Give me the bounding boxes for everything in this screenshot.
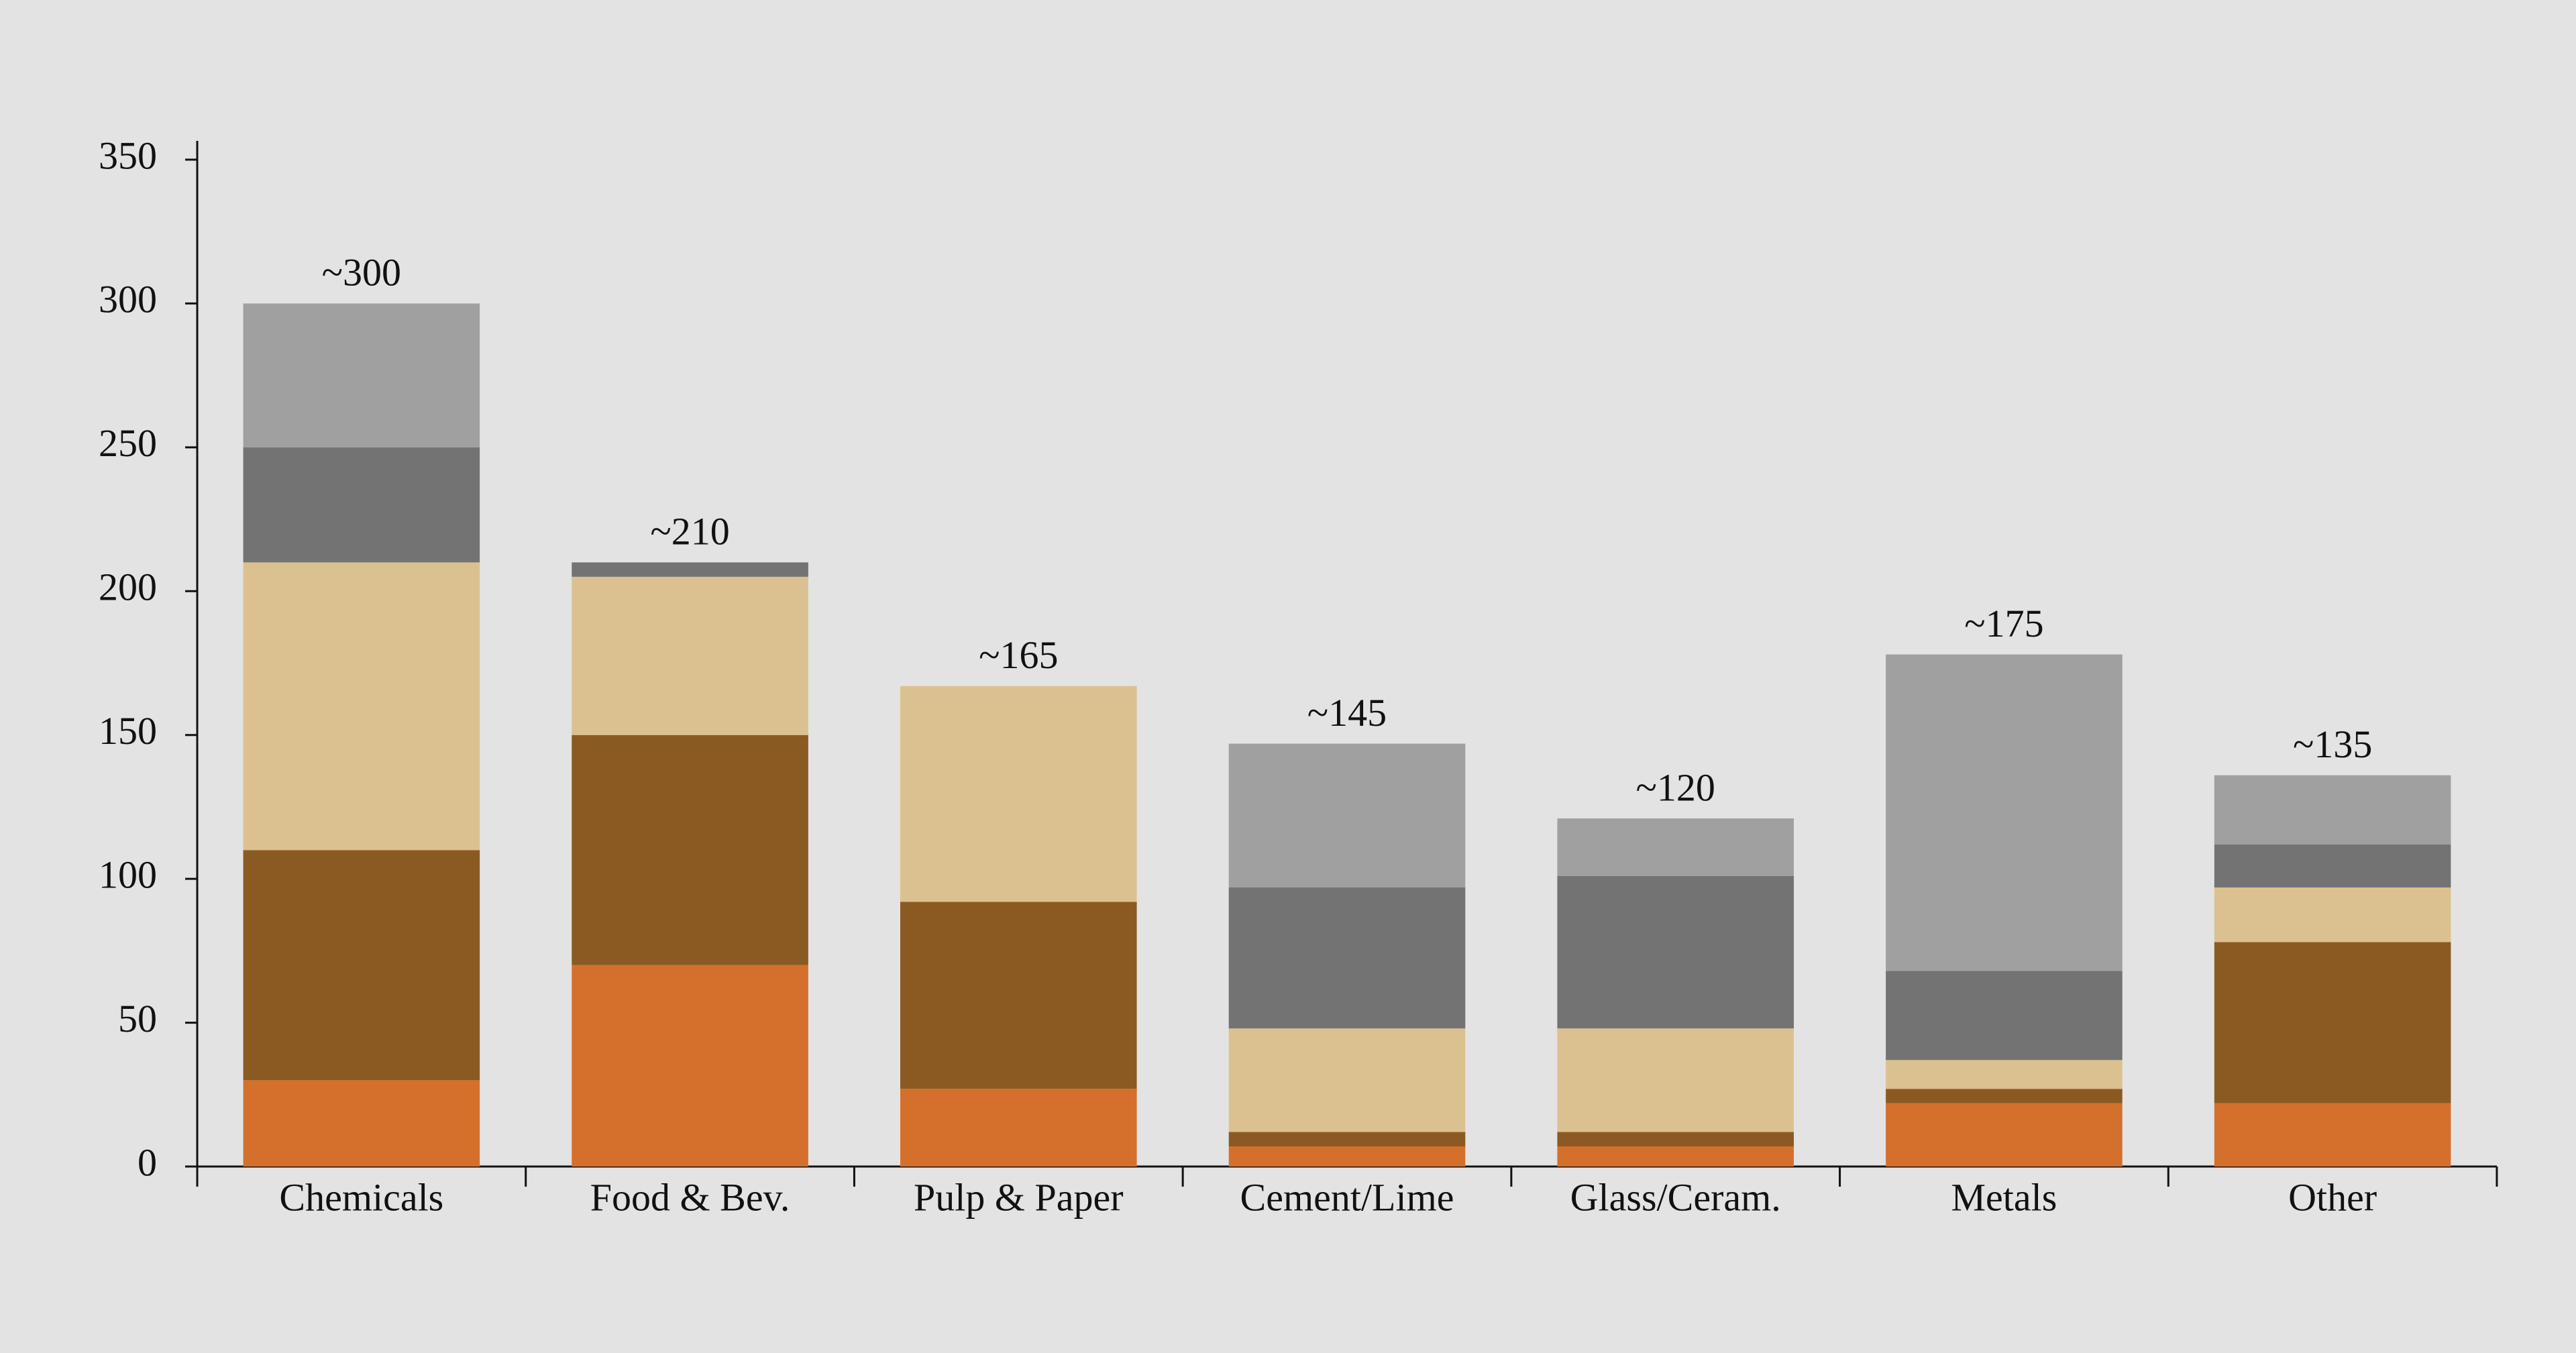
total-label: ~210 <box>650 510 729 553</box>
total-label: ~135 <box>2293 722 2372 766</box>
x-tick-label: Cement/Lime <box>1240 1175 1454 1219</box>
total-label: ~145 <box>1307 691 1387 735</box>
x-tick-label: Glass/Ceram. <box>1570 1175 1781 1219</box>
x-tick-label: Pulp & Paper <box>914 1175 1124 1219</box>
total-label: ~300 <box>322 251 401 294</box>
bar-segment <box>1557 1132 1794 1146</box>
bar-segment <box>572 576 808 735</box>
bar-segment <box>1557 1028 1794 1132</box>
bar-segment <box>2214 844 2451 888</box>
x-tick-label: Food & Bev. <box>590 1175 790 1219</box>
bar-segment <box>1228 743 1466 888</box>
bar-segment <box>1557 818 1794 876</box>
x-tick-label: Chemicals <box>279 1175 443 1219</box>
y-tick-label: 200 <box>99 565 157 609</box>
bar-segment <box>243 1080 480 1167</box>
bar-segment <box>1886 1089 2123 1103</box>
bar-segment <box>572 735 808 965</box>
bar-segment <box>1228 1028 1466 1132</box>
y-tick-label: 150 <box>99 709 157 753</box>
bar-segment <box>900 902 1137 1089</box>
x-tick-label: Metals <box>1951 1175 2057 1219</box>
bar-segment <box>1557 1146 1794 1167</box>
bar-segment <box>572 562 808 577</box>
bar-segment <box>1886 1060 2123 1089</box>
bar-segment <box>1228 1146 1466 1167</box>
bar-segment <box>2214 942 2451 1103</box>
y-tick-label: 50 <box>118 997 157 1040</box>
total-label: ~175 <box>1964 602 2043 645</box>
x-tick-label: Other <box>2288 1175 2377 1219</box>
bar-segment <box>2214 887 2451 942</box>
bar-segment <box>1557 875 1794 1029</box>
y-tick-label: 0 <box>138 1140 157 1184</box>
bar-segment <box>1228 1132 1466 1146</box>
bar-segment <box>243 562 480 851</box>
y-tick-label: 100 <box>99 853 157 896</box>
total-label: ~120 <box>1636 765 1715 809</box>
bar-segment <box>2214 775 2451 845</box>
bar-segment <box>243 303 480 447</box>
y-tick-label: 350 <box>99 133 157 177</box>
bar-segment <box>1886 971 2123 1061</box>
bar-segment <box>572 965 808 1167</box>
y-tick-label: 250 <box>99 421 157 465</box>
bar-segment <box>243 447 480 563</box>
bar-segment <box>1228 887 1466 1029</box>
total-label: ~165 <box>979 633 1058 677</box>
bar-segment <box>2214 1103 2451 1167</box>
bar-segment <box>243 850 480 1081</box>
bar-segment <box>900 1089 1137 1167</box>
bar-segment <box>1886 654 2123 971</box>
y-tick-label: 300 <box>99 278 157 321</box>
bar-segment <box>1886 1103 2123 1167</box>
bar-segment <box>900 686 1137 902</box>
